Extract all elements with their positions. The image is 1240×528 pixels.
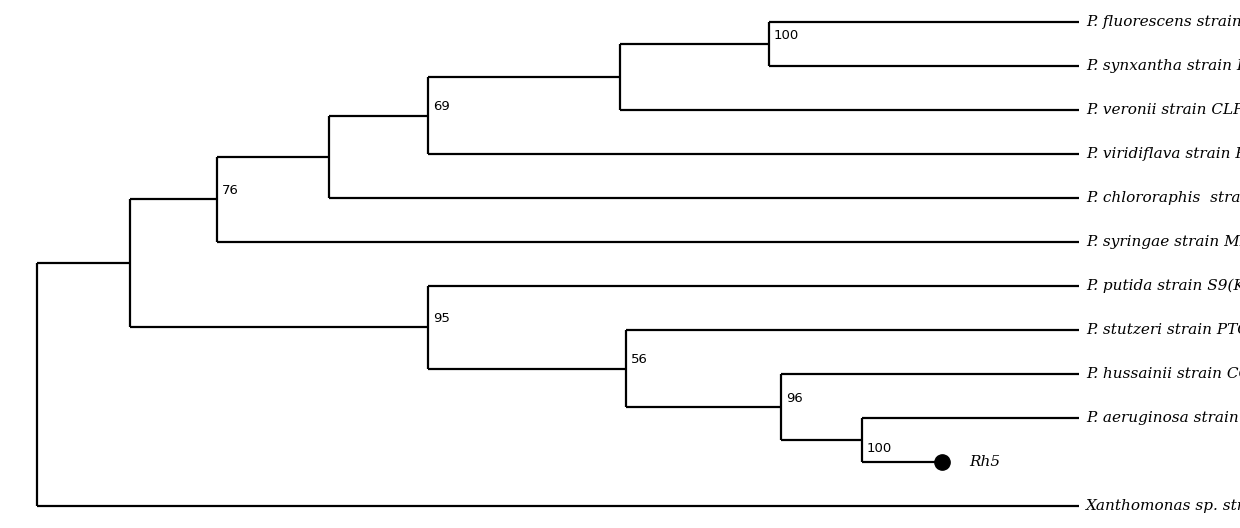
Text: Rh5: Rh5 — [970, 455, 1001, 469]
Text: P. stutzeri strain PTG4-15(EU603456): P. stutzeri strain PTG4-15(EU603456) — [1086, 323, 1240, 337]
Text: 76: 76 — [222, 184, 239, 197]
Text: 95: 95 — [433, 312, 450, 325]
Text: Xanthomonas sp. strain Md1-28(MF581434): Xanthomonas sp. strain Md1-28(MF581434) — [1086, 499, 1240, 513]
Text: 100: 100 — [774, 29, 799, 42]
Text: P. hussainii strain CC-AMHZ-5(KF582607): P. hussainii strain CC-AMHZ-5(KF582607) — [1086, 367, 1240, 381]
Text: P. synxantha strain IHB-B-1322(GU186110): P. synxantha strain IHB-B-1322(GU186110) — [1086, 59, 1240, 73]
Text: 56: 56 — [631, 353, 649, 366]
Text: 100: 100 — [867, 442, 892, 455]
Text: P. veronii strain CLPV-114(MF457898): P. veronii strain CLPV-114(MF457898) — [1086, 103, 1240, 117]
Text: 69: 69 — [433, 100, 450, 114]
Text: P. fluorescens strain 4-1-3(AB968092): P. fluorescens strain 4-1-3(AB968092) — [1086, 15, 1240, 29]
Text: P. viridiflava strain RMX23.1a(AY574912): P. viridiflava strain RMX23.1a(AY574912) — [1086, 147, 1240, 161]
Text: P. aeruginosa strain KVD-HM52(KJ872834): P. aeruginosa strain KVD-HM52(KJ872834) — [1086, 411, 1240, 425]
Text: P. chlororaphis  strain ST-1(GU947817): P. chlororaphis strain ST-1(GU947817) — [1086, 191, 1240, 205]
Text: P. putida strain S9(KC847054): P. putida strain S9(KC847054) — [1086, 279, 1240, 293]
Text: P. syringae strain MHGNU B102(KX290740): P. syringae strain MHGNU B102(KX290740) — [1086, 235, 1240, 249]
Text: 96: 96 — [786, 392, 804, 405]
